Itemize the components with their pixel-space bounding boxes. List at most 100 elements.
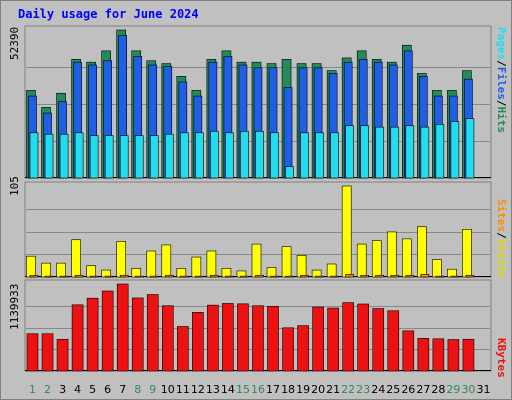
x-axis-day-label: 3 [59, 383, 66, 396]
x-axis-day-label: 23 [356, 383, 370, 396]
x-axis-day-label: 21 [326, 383, 340, 396]
x-axis-day-label: 2 [44, 383, 51, 396]
sites-bar [345, 274, 354, 278]
x-axis-day-label: 10 [161, 383, 175, 396]
x-axis-day-label: 16 [251, 383, 265, 396]
kbytes-bar [146, 294, 159, 372]
kbytes-bar [312, 306, 324, 372]
visits-bar [206, 250, 217, 278]
visits-bar [26, 255, 36, 278]
sites-bar [240, 275, 249, 278]
kbytes-bar [282, 327, 294, 372]
kbytes-bar [372, 308, 385, 372]
pages-bar [89, 135, 99, 179]
files-bar [283, 87, 293, 179]
sites-bar [405, 274, 415, 278]
visits-bar [131, 268, 142, 278]
pages-bar [465, 118, 475, 179]
pages-bar [74, 132, 84, 179]
pages-bar [44, 133, 54, 179]
sites-bar [149, 275, 159, 278]
visits-bar [432, 259, 442, 278]
kbytes-bar [252, 305, 264, 372]
pages-bar [225, 132, 234, 179]
sites-bar [330, 275, 339, 278]
visits-bar [356, 243, 367, 278]
kbytes-bar [41, 333, 54, 372]
visits-bar [86, 265, 96, 278]
sites-bar [255, 274, 264, 278]
pages-bar [29, 132, 39, 179]
visits-bar [447, 268, 457, 278]
sites-bar [270, 275, 279, 278]
sites-bar [134, 275, 144, 278]
kbytes-bar [26, 333, 39, 372]
x-axis-day-label: 1 [29, 383, 36, 396]
sites-bar [195, 275, 204, 278]
x-axis-day-label: 9 [149, 383, 156, 396]
sites-bar [360, 274, 370, 278]
sites-bar [180, 275, 189, 278]
x-axis-day-label: 30 [461, 383, 475, 396]
kbytes-bar [387, 310, 400, 372]
sites-bar [315, 275, 324, 278]
x-axis-day-label: 13 [206, 383, 220, 396]
visits-bar [191, 256, 202, 278]
kbytes-bar [56, 338, 69, 372]
pages-bar [195, 132, 204, 179]
pages-bar [405, 125, 415, 179]
pages-bar [240, 131, 249, 179]
pages-bar [330, 132, 339, 179]
x-axis-day-label: 26 [401, 383, 415, 396]
visits-bar [161, 244, 172, 278]
pages-bar [134, 135, 144, 179]
x-axis-day-label: 12 [191, 383, 205, 396]
sites-bar [465, 274, 475, 278]
pages-bar [285, 166, 294, 179]
x-axis-day-label: 4 [74, 383, 81, 396]
pages-bar [360, 125, 370, 179]
x-axis-day-label: 5 [89, 383, 96, 396]
pages-bar [300, 132, 309, 179]
x-axis-day-label: 8 [134, 383, 141, 396]
pages-bar [164, 133, 174, 179]
kbytes-bar [131, 297, 144, 372]
pages-bar [180, 132, 189, 179]
visits-bar [266, 267, 277, 278]
pages-bar [104, 135, 114, 179]
x-axis-day-label: 31 [476, 383, 490, 396]
kbytes-bar [327, 307, 339, 372]
x-axis-day-label: 7 [119, 383, 126, 396]
pages-bar [390, 126, 400, 179]
visits-bar [146, 250, 157, 278]
kbytes-bar [402, 330, 415, 372]
visits-bar [56, 262, 66, 278]
visits-bar [462, 229, 472, 278]
x-axis-day-label: 28 [431, 383, 445, 396]
visits-bar [176, 268, 187, 278]
visits-bar [402, 238, 412, 278]
x-axis-day-label: 20 [311, 383, 325, 396]
visits-bar [71, 239, 81, 278]
x-axis-day-label: 24 [371, 383, 385, 396]
kbytes-bar [222, 303, 234, 372]
pages-bar [375, 126, 385, 179]
kbytes-bar [297, 325, 309, 372]
x-axis-day-label: 22 [341, 383, 355, 396]
pages-bar [270, 132, 279, 179]
kbytes-bar [101, 290, 114, 372]
pages-bar [255, 131, 264, 179]
sites-bar [390, 274, 400, 278]
sites-bar [164, 274, 174, 278]
pages-bar [119, 135, 129, 179]
x-axis-day-label: 11 [176, 383, 190, 396]
x-axis-day-label: 15 [236, 383, 250, 396]
sites-bar [225, 275, 234, 278]
sites-bar [74, 274, 84, 278]
pages-bar [420, 126, 430, 179]
visits-bar [221, 268, 232, 278]
x-axis-day-label: 18 [281, 383, 295, 396]
pages-bar [345, 125, 354, 179]
kbytes-bar [192, 312, 204, 372]
